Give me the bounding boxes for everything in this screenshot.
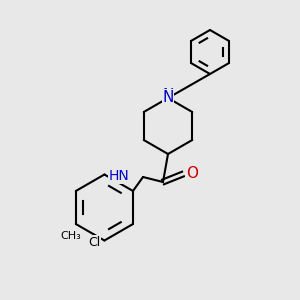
Text: O: O (186, 166, 198, 181)
Text: CH₃: CH₃ (61, 231, 81, 241)
Text: N: N (162, 88, 174, 104)
Text: HN: HN (108, 169, 129, 183)
Text: N: N (162, 89, 174, 104)
Text: Cl: Cl (88, 236, 100, 249)
